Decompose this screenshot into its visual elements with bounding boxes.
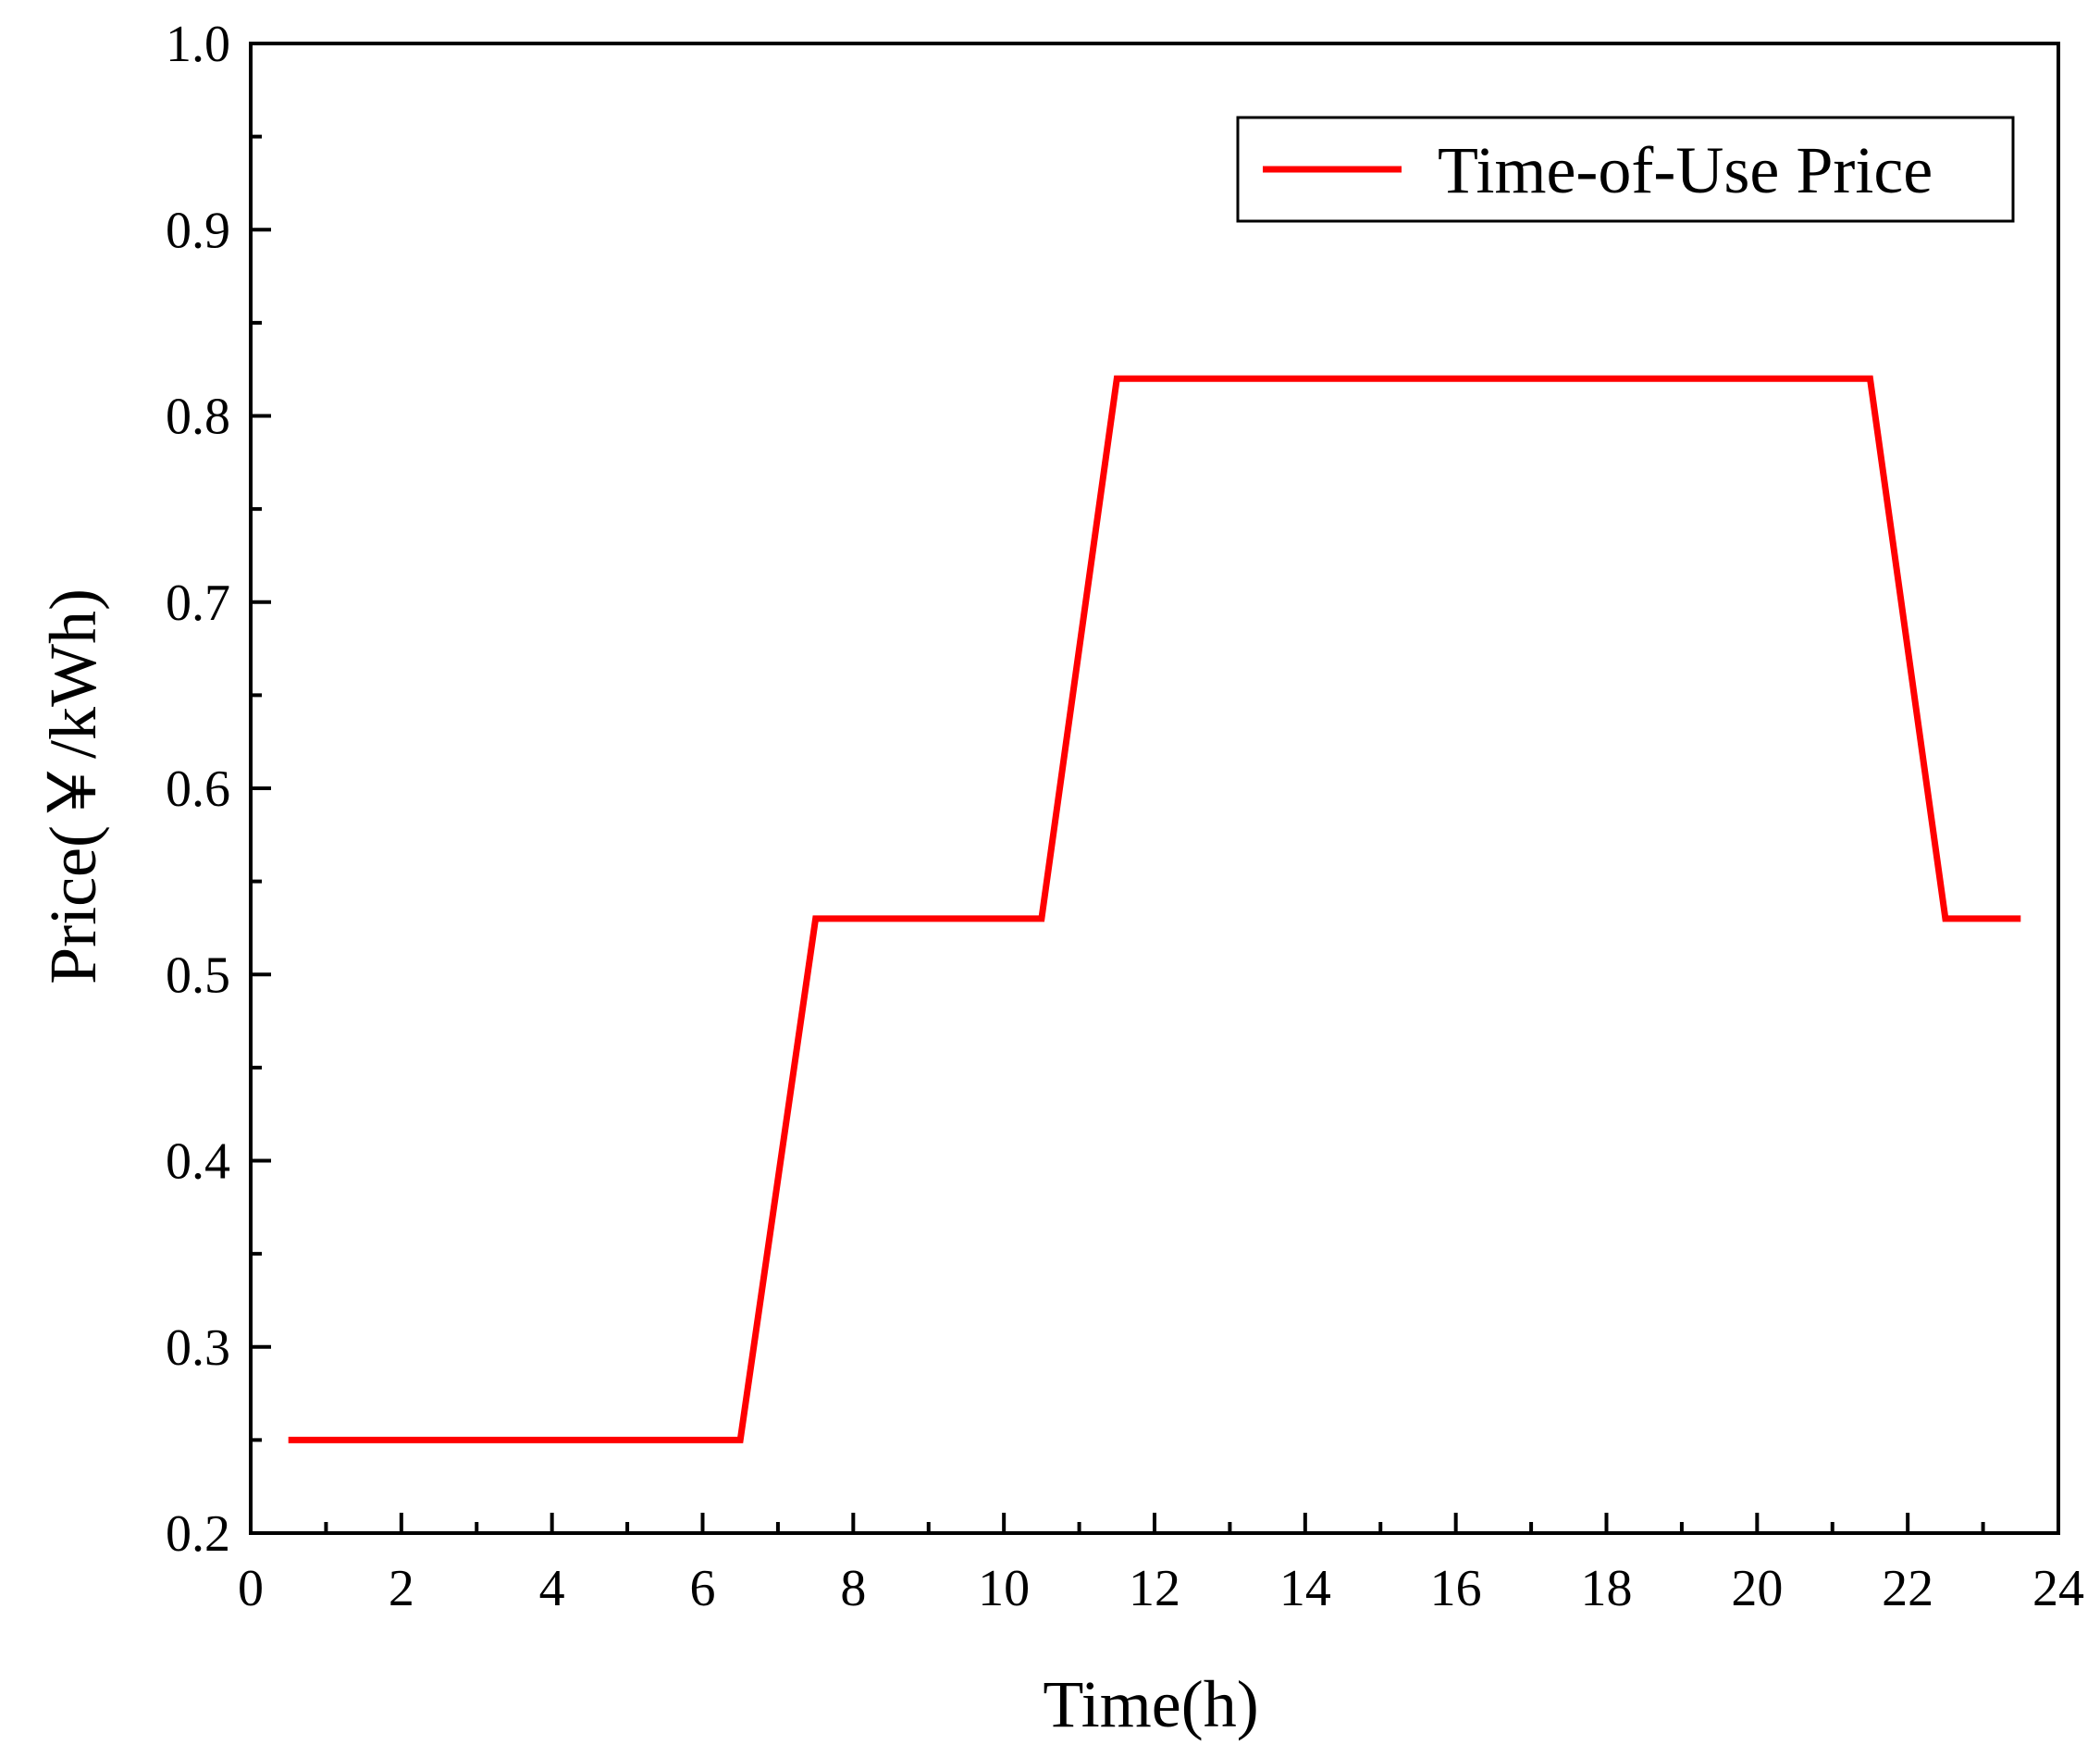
y-tick-label: 0.4 xyxy=(166,1133,230,1191)
y-tick-label: 0.7 xyxy=(166,575,230,632)
y-tick-label: 0.6 xyxy=(166,761,230,818)
x-tick-labels: 0 2 4 6 8 10 12 14 16 18 20 22 24 xyxy=(238,1560,2084,1617)
x-tick-label: 10 xyxy=(978,1560,1030,1617)
y-tick-labels: 0.2 0.3 0.4 0.5 0.6 0.7 0.8 0.9 1.0 xyxy=(166,16,230,1563)
legend-label: Time-of-Use Price xyxy=(1438,133,1933,207)
legend: Time-of-Use Price xyxy=(1236,116,2015,223)
x-tick-label: 12 xyxy=(1129,1560,1180,1617)
x-tick-label: 14 xyxy=(1279,1560,1331,1617)
x-tick-label: 6 xyxy=(690,1560,716,1617)
plot-frame xyxy=(249,42,2060,1535)
x-tick-label: 16 xyxy=(1430,1560,1482,1617)
series-line-time-of-use-price xyxy=(288,375,2021,1443)
y-axis-title: Price(￥/kWh) xyxy=(36,588,110,984)
x-tick-label: 8 xyxy=(840,1560,866,1617)
y-tick-label: 0.9 xyxy=(166,202,230,259)
y-tick-label: 0.3 xyxy=(166,1319,230,1377)
x-tick-label: 20 xyxy=(1731,1560,1783,1617)
x-tick-label: 22 xyxy=(1882,1560,1933,1617)
x-tick-label: 2 xyxy=(389,1560,414,1617)
series-layer xyxy=(288,375,2021,1443)
x-axis-title: Time(h) xyxy=(1043,1667,1258,1741)
y-tick-label: 1.0 xyxy=(166,16,230,73)
axis-ticks xyxy=(249,42,2060,1535)
y-tick-label: 0.8 xyxy=(166,389,230,446)
x-tick-label: 4 xyxy=(539,1560,565,1617)
y-tick-label: 0.2 xyxy=(166,1505,230,1563)
x-tick-label: 0 xyxy=(238,1560,264,1617)
x-tick-label: 18 xyxy=(1581,1560,1633,1617)
x-tick-label: 24 xyxy=(2032,1560,2084,1617)
legend-box xyxy=(1236,116,2015,223)
y-tick-label: 0.5 xyxy=(166,947,230,1004)
